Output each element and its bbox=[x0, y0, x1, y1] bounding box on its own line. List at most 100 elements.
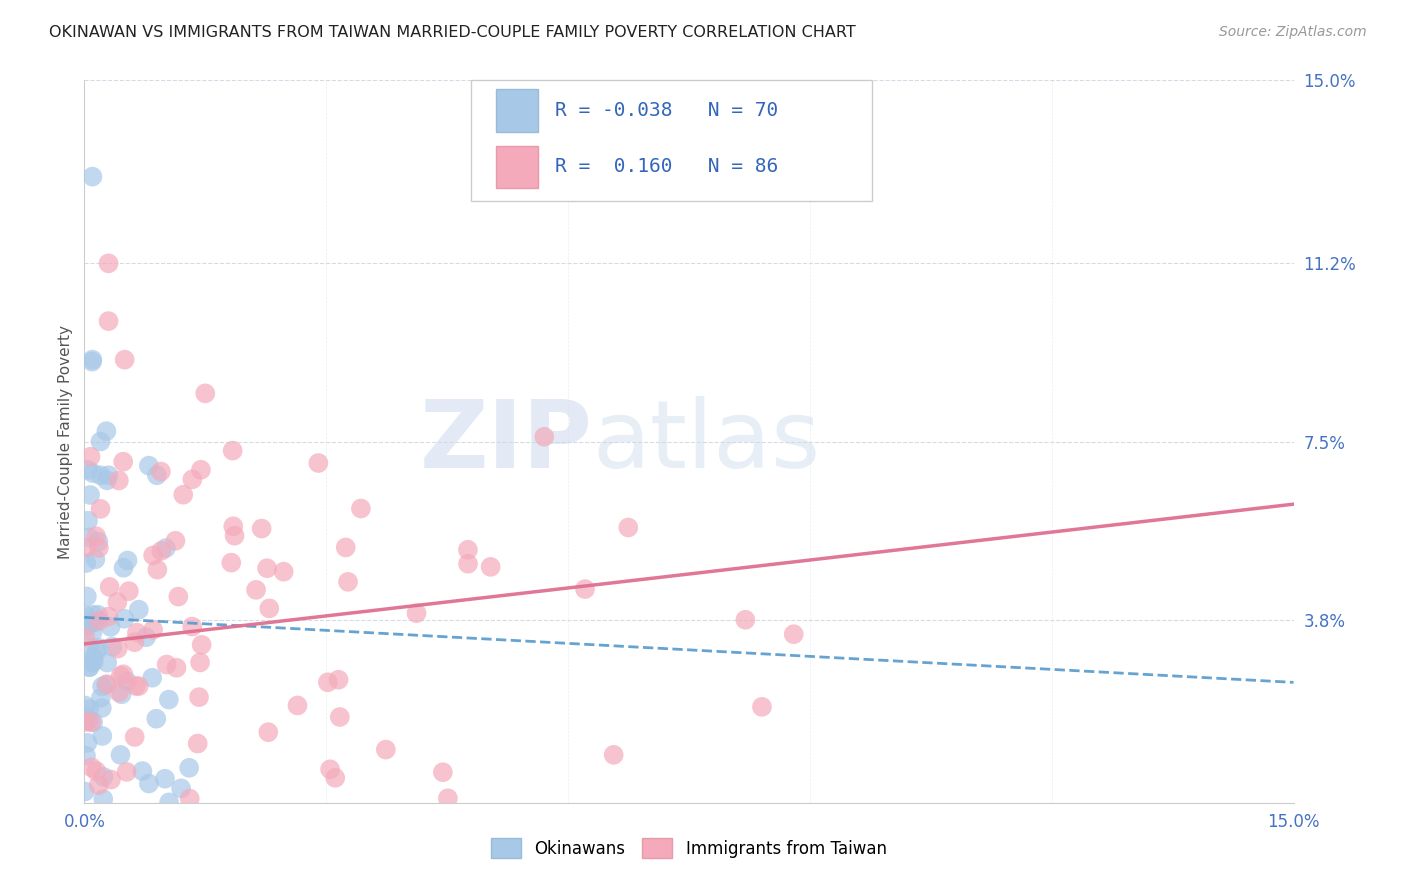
Point bbox=[222, 519, 245, 533]
Point bbox=[250, 522, 273, 536]
Point bbox=[307, 456, 329, 470]
Point bbox=[273, 565, 295, 579]
Point bbox=[77, 531, 100, 545]
Point bbox=[110, 747, 132, 762]
Point bbox=[96, 424, 118, 438]
Point bbox=[80, 354, 103, 368]
Point bbox=[141, 671, 163, 685]
Point bbox=[156, 657, 179, 672]
Point bbox=[82, 650, 104, 665]
Point bbox=[79, 660, 101, 674]
Point bbox=[181, 472, 204, 486]
Point bbox=[256, 561, 278, 575]
Point bbox=[83, 655, 105, 669]
Point bbox=[91, 729, 114, 743]
Point bbox=[374, 742, 396, 756]
Point bbox=[115, 764, 138, 779]
Point bbox=[112, 560, 135, 574]
Point bbox=[142, 549, 165, 563]
Point bbox=[75, 631, 97, 645]
Point bbox=[259, 601, 281, 615]
Point bbox=[457, 557, 479, 571]
Point bbox=[96, 656, 118, 670]
Point bbox=[97, 468, 120, 483]
Point bbox=[245, 582, 267, 597]
Point bbox=[153, 772, 176, 786]
Point bbox=[316, 675, 339, 690]
Text: ZIP: ZIP bbox=[419, 395, 592, 488]
Point bbox=[84, 764, 107, 778]
Point bbox=[87, 534, 110, 549]
Point bbox=[84, 615, 107, 629]
Text: R =  0.160   N = 86: R = 0.160 N = 86 bbox=[555, 158, 779, 177]
Point bbox=[77, 514, 100, 528]
Point bbox=[142, 623, 165, 637]
Point bbox=[734, 613, 756, 627]
Point bbox=[82, 169, 104, 184]
Point bbox=[783, 627, 806, 641]
Point bbox=[155, 541, 177, 555]
Legend: Okinawans, Immigrants from Taiwan: Okinawans, Immigrants from Taiwan bbox=[482, 830, 896, 867]
Point bbox=[76, 736, 98, 750]
Point bbox=[89, 614, 111, 628]
Point bbox=[97, 314, 120, 328]
Point bbox=[190, 463, 212, 477]
Text: R = -0.038   N = 70: R = -0.038 N = 70 bbox=[555, 101, 779, 120]
Point bbox=[76, 620, 98, 634]
Point bbox=[335, 541, 357, 555]
Point bbox=[96, 473, 118, 487]
Point bbox=[110, 669, 132, 683]
Point bbox=[94, 678, 117, 692]
Point bbox=[90, 690, 112, 705]
Point bbox=[82, 352, 104, 367]
Point bbox=[75, 748, 97, 763]
Point bbox=[93, 770, 115, 784]
Point bbox=[97, 256, 120, 270]
Point bbox=[75, 556, 97, 570]
Point bbox=[181, 619, 204, 633]
Point bbox=[82, 656, 104, 670]
Point bbox=[135, 630, 157, 644]
Point bbox=[91, 792, 114, 806]
Point bbox=[128, 602, 150, 616]
Point bbox=[170, 781, 193, 796]
Point bbox=[97, 609, 120, 624]
Point bbox=[124, 730, 146, 744]
Point bbox=[90, 701, 112, 715]
Point bbox=[112, 667, 135, 681]
Point bbox=[89, 434, 111, 449]
Point bbox=[319, 762, 342, 776]
Point bbox=[432, 765, 454, 780]
Point bbox=[350, 501, 373, 516]
Point bbox=[533, 430, 555, 444]
Point bbox=[75, 698, 97, 713]
Point bbox=[100, 620, 122, 634]
Point bbox=[82, 624, 104, 639]
Point bbox=[221, 443, 243, 458]
Point bbox=[73, 784, 96, 798]
Point bbox=[91, 680, 114, 694]
Point bbox=[101, 640, 124, 654]
Point bbox=[187, 737, 209, 751]
Point bbox=[172, 488, 194, 502]
Point bbox=[118, 584, 141, 599]
Point bbox=[157, 692, 180, 706]
Point bbox=[80, 715, 103, 730]
Point bbox=[167, 590, 190, 604]
Point bbox=[157, 795, 180, 809]
Point bbox=[194, 386, 217, 401]
Point bbox=[80, 760, 103, 774]
Point bbox=[128, 679, 150, 693]
Point bbox=[115, 674, 138, 689]
Point bbox=[84, 644, 107, 658]
Point bbox=[75, 608, 97, 623]
Point bbox=[79, 702, 101, 716]
Point bbox=[149, 465, 172, 479]
Point bbox=[79, 640, 101, 655]
Point bbox=[224, 529, 246, 543]
Point bbox=[337, 574, 360, 589]
Point bbox=[437, 791, 460, 805]
Point bbox=[84, 529, 107, 543]
Point bbox=[100, 772, 122, 787]
Point bbox=[108, 685, 131, 699]
